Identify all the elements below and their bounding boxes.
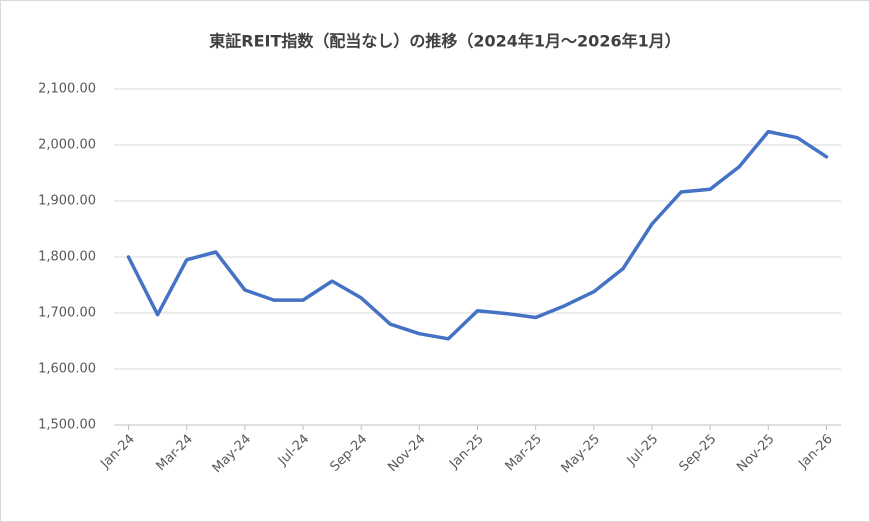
y-tick-label: 1,700.00 xyxy=(38,306,96,321)
chart-title: 東証REIT指数（配当なし）の推移（2024年1月～2026年1月） xyxy=(209,32,680,51)
y-tick-label: 2,100.00 xyxy=(38,82,96,97)
y-tick-label: 1,800.00 xyxy=(38,250,96,265)
line-series xyxy=(126,129,829,341)
y-tick-label: 1,900.00 xyxy=(38,194,96,209)
y-tick-label: 1,600.00 xyxy=(38,362,96,377)
y-tick-label: 1,500.00 xyxy=(38,418,96,433)
y-tick-label: 2,000.00 xyxy=(38,138,96,153)
